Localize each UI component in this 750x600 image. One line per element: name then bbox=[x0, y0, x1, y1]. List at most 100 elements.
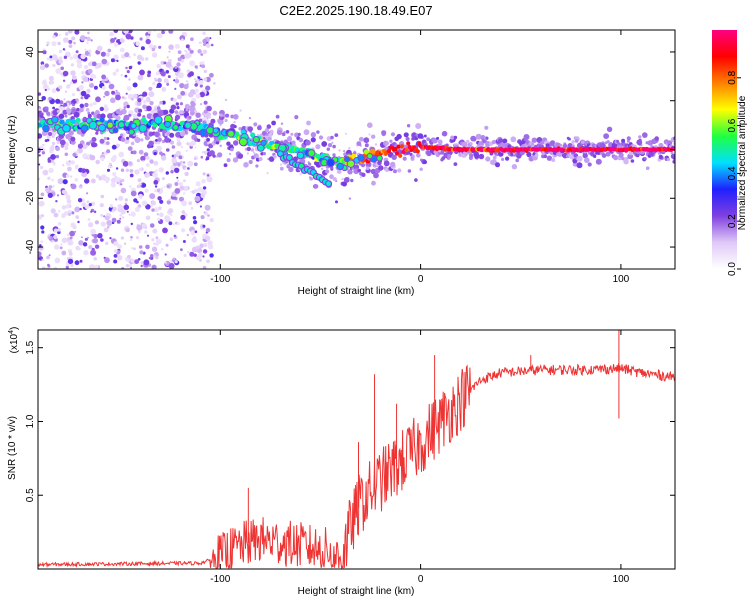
noise-point bbox=[195, 80, 198, 83]
noise-point bbox=[40, 192, 45, 197]
halo-point bbox=[310, 132, 317, 138]
noise-point bbox=[143, 259, 150, 266]
noise-point bbox=[79, 259, 83, 263]
snr-panel: -100 0 100 0.5 1.0 1.5 Height of straight li… bbox=[7, 327, 676, 597]
halo-point bbox=[474, 153, 480, 159]
halo-point bbox=[132, 150, 137, 155]
noise-point bbox=[180, 214, 186, 220]
colorbar-tick-label: 0.6 bbox=[727, 118, 738, 132]
halo-point bbox=[288, 166, 294, 173]
halo-point bbox=[559, 143, 563, 147]
ridge-point bbox=[406, 141, 411, 146]
noise-point bbox=[113, 42, 119, 47]
noise-point bbox=[181, 210, 186, 214]
noise-point bbox=[73, 41, 76, 45]
halo-point bbox=[417, 133, 424, 139]
noise-point bbox=[86, 41, 89, 44]
noise-point bbox=[75, 50, 79, 54]
noise-point bbox=[179, 185, 185, 191]
noise-point bbox=[113, 254, 118, 258]
spectrogram-y-axis-label: Frequency (Hz) bbox=[7, 116, 18, 185]
noise-point bbox=[42, 266, 46, 269]
noise-point bbox=[161, 100, 166, 105]
halo-point bbox=[551, 158, 556, 162]
noise-point bbox=[57, 210, 61, 213]
noise-point bbox=[168, 263, 175, 269]
noise-point bbox=[168, 44, 174, 50]
noise-point bbox=[155, 71, 160, 76]
noise-point bbox=[101, 58, 108, 65]
halo-point bbox=[381, 130, 387, 136]
y-tick-label: 1.0 bbox=[25, 414, 36, 428]
halo-point bbox=[233, 140, 239, 146]
noise-point bbox=[174, 260, 178, 264]
spectrogram-marks bbox=[38, 30, 675, 269]
noise-point bbox=[150, 254, 154, 258]
noise-point bbox=[147, 70, 152, 75]
halo-point bbox=[140, 138, 144, 142]
halo-point bbox=[501, 157, 505, 161]
noise-point bbox=[156, 82, 162, 88]
halo-point bbox=[180, 131, 186, 137]
noise-point bbox=[128, 55, 131, 59]
halo-point bbox=[361, 172, 366, 177]
noise-point bbox=[94, 244, 100, 249]
noise-point bbox=[139, 182, 142, 186]
noise-point bbox=[53, 212, 59, 218]
noise-point bbox=[165, 61, 172, 68]
noise-point bbox=[180, 163, 184, 167]
noise-point bbox=[48, 75, 55, 81]
noise-point bbox=[50, 208, 56, 214]
noise-point bbox=[127, 254, 131, 259]
noise-point bbox=[48, 185, 53, 189]
noise-point bbox=[42, 50, 47, 55]
noise-point bbox=[128, 65, 133, 70]
noise-point bbox=[331, 141, 334, 144]
halo-point bbox=[291, 140, 296, 145]
noise-point bbox=[120, 236, 124, 240]
halo-point bbox=[294, 115, 299, 120]
ridge-blob bbox=[153, 115, 163, 125]
halo-point bbox=[96, 113, 102, 119]
halo-point bbox=[415, 123, 422, 129]
noise-point bbox=[129, 173, 134, 178]
noise-point bbox=[147, 73, 151, 78]
halo-point bbox=[643, 157, 647, 161]
halo-point bbox=[212, 154, 216, 158]
noise-point bbox=[130, 238, 133, 242]
halo-point bbox=[138, 108, 143, 113]
noise-point bbox=[136, 224, 143, 231]
noise-point bbox=[175, 150, 181, 156]
halo-point bbox=[356, 141, 362, 147]
halo-point bbox=[492, 155, 497, 160]
noise-point bbox=[71, 36, 76, 41]
noise-point bbox=[154, 77, 157, 81]
noise-point bbox=[62, 70, 69, 77]
halo-point bbox=[423, 134, 427, 138]
noise-point bbox=[109, 42, 112, 45]
halo-point bbox=[654, 136, 659, 141]
halo-point bbox=[582, 152, 588, 159]
halo-point bbox=[606, 126, 613, 132]
noise-point bbox=[93, 210, 97, 214]
noise-point bbox=[130, 236, 133, 239]
noise-point bbox=[199, 205, 202, 208]
noise-point bbox=[44, 88, 47, 92]
ridge-blob bbox=[172, 124, 179, 131]
noise-point bbox=[51, 178, 54, 182]
noise-point bbox=[130, 222, 133, 226]
noise-point bbox=[154, 185, 158, 188]
noise-point bbox=[101, 152, 104, 155]
secondary-ridge-point bbox=[324, 180, 333, 188]
noise-point bbox=[111, 90, 116, 95]
noise-point bbox=[70, 160, 76, 165]
snr-x-axis-label: Height of straight line (km) bbox=[298, 586, 415, 597]
noise-point bbox=[151, 246, 158, 252]
noise-point bbox=[121, 96, 125, 99]
noise-point bbox=[62, 79, 66, 83]
halo-point bbox=[46, 111, 51, 116]
halo-point bbox=[103, 136, 108, 141]
halo-point bbox=[209, 150, 215, 156]
noise-point bbox=[146, 163, 150, 167]
snr-plot-area bbox=[38, 330, 675, 569]
